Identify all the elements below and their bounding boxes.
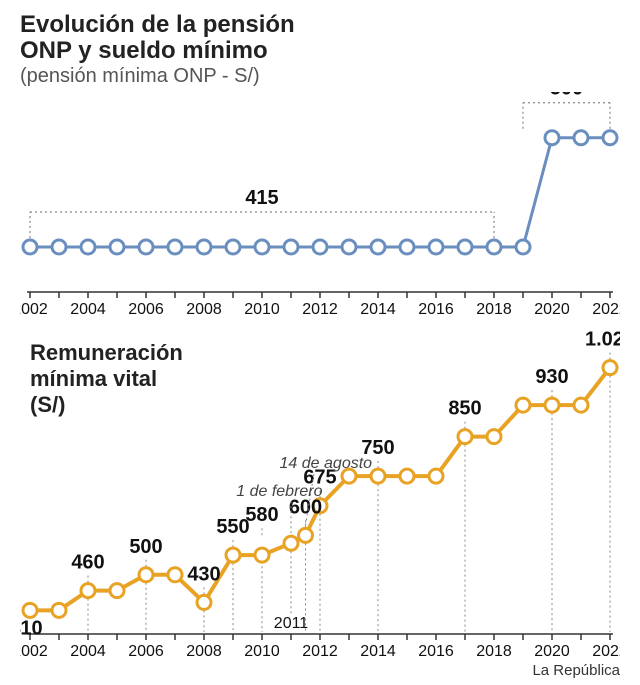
- svg-text:2011: 2011: [274, 615, 309, 632]
- svg-text:415: 415: [245, 187, 278, 209]
- svg-text:2004: 2004: [70, 643, 106, 660]
- svg-text:1.025: 1.025: [585, 329, 620, 351]
- svg-text:2006: 2006: [128, 643, 164, 660]
- page: Evolución de la pensión ONP y sueldo mín…: [0, 0, 640, 685]
- svg-text:850: 850: [448, 398, 481, 420]
- svg-text:2002: 2002: [20, 301, 48, 318]
- svg-text:500: 500: [129, 536, 162, 558]
- svg-text:mínima vital: mínima vital: [30, 366, 157, 391]
- svg-text:2022: 2022: [592, 643, 620, 660]
- svg-text:2008: 2008: [186, 643, 222, 660]
- svg-text:500: 500: [550, 92, 583, 100]
- svg-text:410: 410: [20, 617, 43, 639]
- svg-text:2020: 2020: [534, 301, 570, 318]
- page-title-line1: Evolución de la pensión: [20, 12, 620, 38]
- svg-text:460: 460: [71, 552, 104, 574]
- svg-text:2012: 2012: [302, 643, 338, 660]
- svg-text:580: 580: [245, 504, 278, 526]
- svg-text:2008: 2008: [186, 301, 222, 318]
- svg-text:2018: 2018: [476, 643, 512, 660]
- svg-text:2016: 2016: [418, 643, 454, 660]
- svg-text:2022: 2022: [592, 301, 620, 318]
- svg-text:930: 930: [535, 366, 568, 388]
- svg-text:2002: 2002: [20, 643, 48, 660]
- page-title-line2: ONP y sueldo mínimo: [20, 38, 620, 64]
- svg-text:2020: 2020: [534, 643, 570, 660]
- svg-text:430: 430: [187, 563, 220, 585]
- chart-min-wage: Remuneraciónmínima vital(S/) 2002 2004 2006…: [20, 322, 620, 662]
- svg-text:2014: 2014: [360, 301, 396, 318]
- svg-text:2010: 2010: [244, 643, 280, 660]
- chart-onp-pension: 2002 2004 2006 2008 2010 2012 2014 2016 2018 2020…: [20, 92, 620, 322]
- svg-text:(S/): (S/): [30, 392, 65, 417]
- title-block: Evolución de la pensión ONP y sueldo mín…: [20, 12, 620, 88]
- svg-text:14 de agosto: 14 de agosto: [280, 455, 373, 472]
- page-subtitle: (pensión mínima ONP - S/): [20, 64, 620, 88]
- svg-text:2010: 2010: [244, 301, 280, 318]
- svg-text:2014: 2014: [360, 643, 396, 660]
- svg-text:2016: 2016: [418, 301, 454, 318]
- svg-text:2018: 2018: [476, 301, 512, 318]
- svg-text:2012: 2012: [302, 301, 338, 318]
- svg-text:Remuneración: Remuneración: [30, 340, 183, 365]
- svg-text:2004: 2004: [70, 301, 106, 318]
- svg-text:2006: 2006: [128, 301, 164, 318]
- source-label: La República: [532, 662, 620, 679]
- svg-text:1 de febrero: 1 de febrero: [236, 483, 322, 500]
